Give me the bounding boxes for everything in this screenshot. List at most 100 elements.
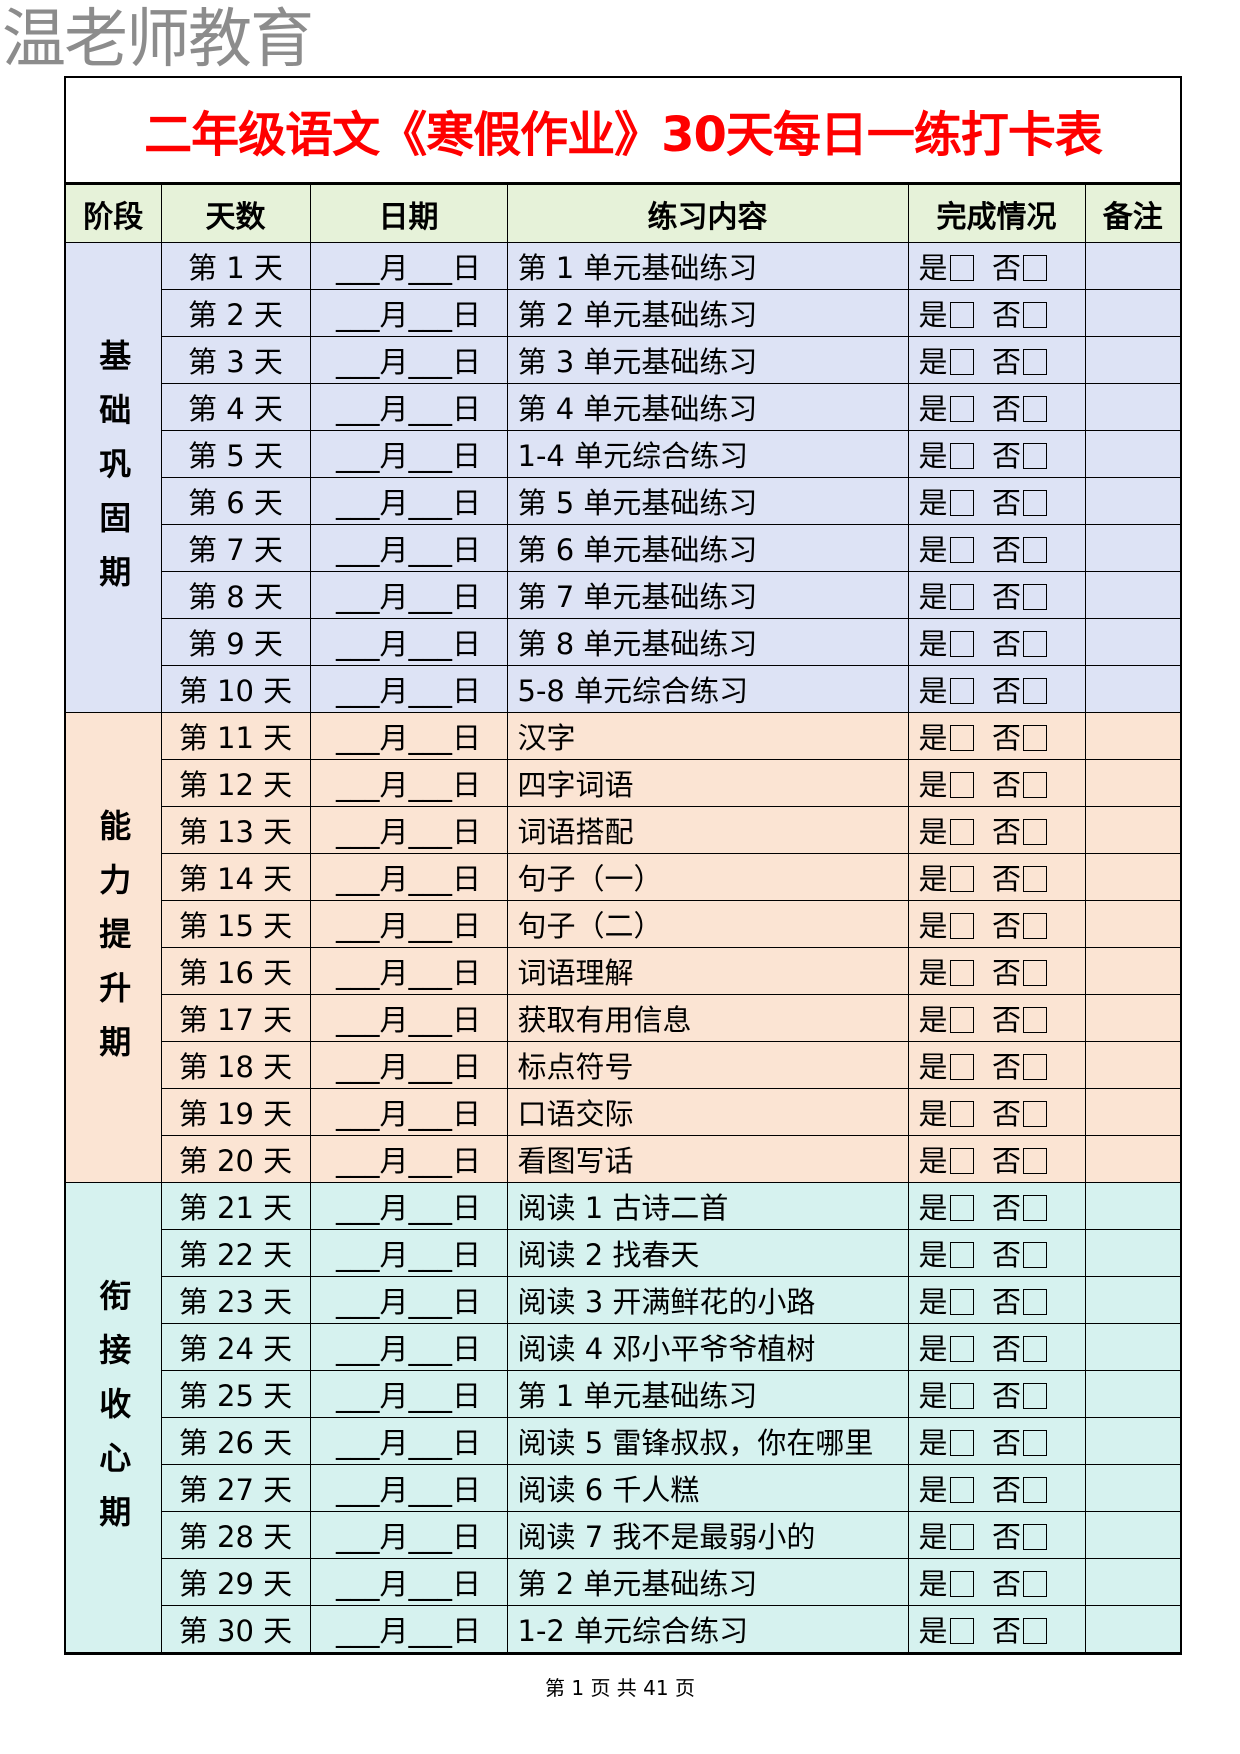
no-checkbox[interactable] — [1022, 537, 1047, 563]
no-checkbox[interactable] — [1022, 1007, 1047, 1033]
no-checkbox[interactable] — [1022, 819, 1047, 845]
date-field[interactable]: ___月___日 — [309, 853, 508, 901]
yes-checkbox[interactable] — [949, 302, 974, 328]
yes-checkbox[interactable] — [949, 819, 974, 845]
no-checkbox[interactable] — [1022, 772, 1047, 798]
yes-checkbox[interactable] — [949, 349, 974, 375]
yes-checkbox[interactable] — [949, 1336, 974, 1362]
date-field[interactable]: ___月___日 — [309, 1323, 508, 1371]
date-field[interactable]: ___月___日 — [309, 900, 508, 948]
yes-checkbox[interactable] — [949, 1571, 974, 1597]
notes-field[interactable] — [1084, 759, 1180, 807]
no-checkbox[interactable] — [1022, 1054, 1047, 1080]
date-field[interactable]: ___月___日 — [309, 712, 508, 760]
date-field[interactable]: ___月___日 — [309, 1558, 508, 1606]
no-checkbox[interactable] — [1022, 631, 1047, 657]
no-checkbox[interactable] — [1022, 960, 1047, 986]
notes-field[interactable] — [1084, 1511, 1180, 1559]
no-checkbox[interactable] — [1022, 1618, 1047, 1644]
date-field[interactable]: ___月___日 — [309, 242, 508, 290]
no-checkbox[interactable] — [1022, 1383, 1047, 1409]
yes-checkbox[interactable] — [949, 1148, 974, 1174]
notes-field[interactable] — [1084, 242, 1180, 290]
date-field[interactable]: ___月___日 — [309, 1041, 508, 1089]
notes-field[interactable] — [1084, 383, 1180, 431]
notes-field[interactable] — [1084, 618, 1180, 666]
yes-checkbox[interactable] — [949, 490, 974, 516]
no-checkbox[interactable] — [1022, 255, 1047, 281]
yes-checkbox[interactable] — [949, 1007, 974, 1033]
no-checkbox[interactable] — [1022, 302, 1047, 328]
no-checkbox[interactable] — [1022, 725, 1047, 751]
date-field[interactable]: ___月___日 — [309, 1511, 508, 1559]
date-field[interactable]: ___月___日 — [309, 1276, 508, 1324]
notes-field[interactable] — [1084, 1605, 1180, 1653]
no-checkbox[interactable] — [1022, 1477, 1047, 1503]
date-field[interactable]: ___月___日 — [309, 336, 508, 384]
notes-field[interactable] — [1084, 947, 1180, 995]
no-checkbox[interactable] — [1022, 1148, 1047, 1174]
notes-field[interactable] — [1084, 1229, 1180, 1277]
no-checkbox[interactable] — [1022, 443, 1047, 469]
notes-field[interactable] — [1084, 1558, 1180, 1606]
yes-checkbox[interactable] — [949, 960, 974, 986]
yes-checkbox[interactable] — [949, 1289, 974, 1315]
no-checkbox[interactable] — [1022, 1289, 1047, 1315]
no-checkbox[interactable] — [1022, 678, 1047, 704]
date-field[interactable]: ___月___日 — [309, 618, 508, 666]
notes-field[interactable] — [1084, 853, 1180, 901]
date-field[interactable]: ___月___日 — [309, 1182, 508, 1230]
date-field[interactable]: ___月___日 — [309, 571, 508, 619]
date-field[interactable]: ___月___日 — [309, 383, 508, 431]
yes-checkbox[interactable] — [949, 1477, 974, 1503]
notes-field[interactable] — [1084, 430, 1180, 478]
date-field[interactable]: ___月___日 — [309, 947, 508, 995]
yes-checkbox[interactable] — [949, 1242, 974, 1268]
no-checkbox[interactable] — [1022, 1571, 1047, 1597]
date-field[interactable]: ___月___日 — [309, 1417, 508, 1465]
yes-checkbox[interactable] — [949, 537, 974, 563]
date-field[interactable]: ___月___日 — [309, 1135, 508, 1183]
yes-checkbox[interactable] — [949, 1618, 974, 1644]
no-checkbox[interactable] — [1022, 1242, 1047, 1268]
notes-field[interactable] — [1084, 665, 1180, 713]
no-checkbox[interactable] — [1022, 349, 1047, 375]
notes-field[interactable] — [1084, 1041, 1180, 1089]
notes-field[interactable] — [1084, 900, 1180, 948]
yes-checkbox[interactable] — [949, 913, 974, 939]
yes-checkbox[interactable] — [949, 866, 974, 892]
no-checkbox[interactable] — [1022, 1524, 1047, 1550]
notes-field[interactable] — [1084, 1323, 1180, 1371]
date-field[interactable]: ___月___日 — [309, 289, 508, 337]
notes-field[interactable] — [1084, 1276, 1180, 1324]
yes-checkbox[interactable] — [949, 584, 974, 610]
yes-checkbox[interactable] — [949, 1383, 974, 1409]
notes-field[interactable] — [1084, 336, 1180, 384]
no-checkbox[interactable] — [1022, 866, 1047, 892]
date-field[interactable]: ___月___日 — [309, 759, 508, 807]
notes-field[interactable] — [1084, 1417, 1180, 1465]
no-checkbox[interactable] — [1022, 1101, 1047, 1127]
notes-field[interactable] — [1084, 1182, 1180, 1230]
date-field[interactable]: ___月___日 — [309, 1088, 508, 1136]
yes-checkbox[interactable] — [949, 396, 974, 422]
yes-checkbox[interactable] — [949, 443, 974, 469]
notes-field[interactable] — [1084, 1088, 1180, 1136]
notes-field[interactable] — [1084, 524, 1180, 572]
yes-checkbox[interactable] — [949, 1430, 974, 1456]
date-field[interactable]: ___月___日 — [309, 477, 508, 525]
notes-field[interactable] — [1084, 712, 1180, 760]
notes-field[interactable] — [1084, 477, 1180, 525]
no-checkbox[interactable] — [1022, 396, 1047, 422]
notes-field[interactable] — [1084, 806, 1180, 854]
yes-checkbox[interactable] — [949, 1524, 974, 1550]
date-field[interactable]: ___月___日 — [309, 1464, 508, 1512]
yes-checkbox[interactable] — [949, 772, 974, 798]
notes-field[interactable] — [1084, 1464, 1180, 1512]
yes-checkbox[interactable] — [949, 725, 974, 751]
yes-checkbox[interactable] — [949, 1195, 974, 1221]
no-checkbox[interactable] — [1022, 490, 1047, 516]
yes-checkbox[interactable] — [949, 1101, 974, 1127]
no-checkbox[interactable] — [1022, 1430, 1047, 1456]
yes-checkbox[interactable] — [949, 631, 974, 657]
